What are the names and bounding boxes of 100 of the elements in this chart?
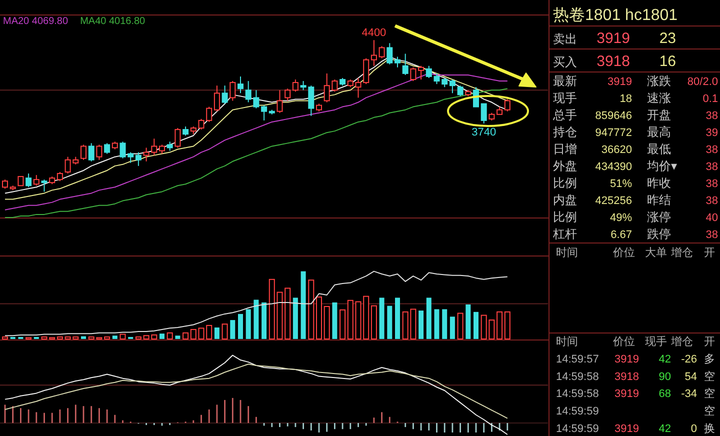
bar [135, 336, 142, 340]
text: 36620 [601, 144, 632, 156]
text: 增仓 [671, 247, 693, 259]
text: 比例 [553, 176, 577, 190]
bar [120, 334, 126, 340]
bar [246, 309, 251, 339]
bar [214, 327, 220, 339]
candlestick [222, 85, 228, 104]
text: 23 [659, 30, 676, 47]
text: 涨跌 [647, 74, 671, 88]
bar [300, 271, 306, 339]
text: 最低 [647, 142, 671, 156]
text: -34 [681, 388, 697, 400]
bar [340, 309, 346, 340]
text: 开 [704, 336, 715, 348]
text: 空 [704, 388, 715, 400]
bar [387, 306, 392, 339]
bar [316, 296, 322, 340]
bar [175, 336, 180, 339]
candlestick [18, 176, 24, 186]
candlestick [504, 98, 510, 112]
candlestick [41, 179, 48, 192]
candlestick [26, 173, 32, 188]
bar [504, 311, 510, 340]
text: 涨停 [647, 210, 671, 224]
text: 3919 [608, 76, 632, 88]
bar [104, 336, 110, 340]
text: 日增 [553, 142, 577, 156]
candlestick [402, 53, 408, 76]
text: 0 [690, 423, 697, 435]
annotation: 3740 [472, 126, 496, 138]
candlestick [174, 128, 181, 148]
text: 38 [706, 178, 718, 190]
text: 3919 [614, 423, 639, 435]
candlestick [135, 152, 142, 166]
bar [230, 320, 236, 339]
bar [426, 298, 432, 339]
bar [442, 309, 448, 339]
bar [347, 300, 354, 340]
bar [190, 329, 196, 340]
bar [160, 334, 164, 339]
bar [2, 336, 8, 340]
text: 18 [620, 93, 632, 105]
bar [379, 298, 384, 339]
candlestick [2, 179, 8, 190]
text: 空 [704, 370, 715, 383]
text: MA20 4069.80 [3, 16, 68, 27]
text: 外盘 [553, 159, 577, 173]
bar [474, 312, 478, 339]
text: 49% [610, 212, 632, 224]
candlestick [182, 126, 189, 136]
bar [308, 280, 314, 340]
candlestick [96, 144, 102, 160]
candlestick [104, 142, 110, 154]
bar [457, 312, 464, 340]
candlestick [88, 142, 94, 162]
text: 14:59:58 [556, 370, 599, 383]
candlestick [238, 76, 244, 94]
text: 换 [704, 423, 715, 435]
candlestick [80, 144, 86, 160]
text: 42 [658, 353, 671, 366]
text: 比例 [553, 210, 577, 224]
candlestick [418, 65, 424, 80]
text: 热卷1801 hc1801 [553, 7, 678, 24]
bar [466, 304, 471, 339]
text: 现手 [645, 336, 667, 348]
candlestick [292, 79, 298, 92]
text: 最高 [647, 125, 671, 139]
candlestick [449, 79, 456, 94]
text: 开盘 [647, 108, 671, 122]
text: 昨收 [647, 176, 671, 190]
text: 80/2.0 [687, 76, 718, 88]
bar [262, 302, 267, 339]
text: 均价▾ [647, 159, 678, 173]
bar [254, 300, 259, 339]
candlestick [394, 56, 400, 68]
text: 14:59:57 [556, 353, 599, 366]
bar [434, 309, 440, 339]
text: 时间 [556, 336, 578, 348]
candlestick [386, 42, 393, 65]
text: 38 [706, 161, 718, 173]
text: 昨结 [647, 193, 671, 207]
candlestick [261, 104, 268, 121]
text: 卖出 [553, 32, 577, 46]
text: 跌停 [647, 227, 671, 241]
bar [56, 336, 63, 340]
candlestick [426, 65, 432, 78]
bar [81, 336, 86, 339]
text: MA40 4016.80 [80, 16, 146, 27]
text: 3918 [614, 370, 639, 383]
text: 38 [706, 110, 718, 122]
candlestick [56, 171, 63, 182]
text: 内盘 [553, 193, 577, 207]
text: 434390 [595, 161, 632, 173]
text: 38 [706, 195, 718, 207]
text: 最新 [553, 74, 577, 88]
text: 3919 [614, 353, 639, 366]
text: 多 [704, 353, 715, 366]
text: 持仓 [553, 125, 577, 139]
bar [166, 332, 173, 340]
